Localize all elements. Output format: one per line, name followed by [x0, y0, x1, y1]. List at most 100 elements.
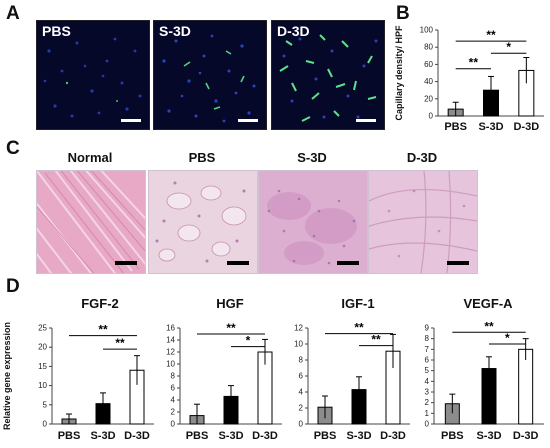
y-tick-label: 20: [424, 94, 433, 103]
y-tick-label: 80: [424, 43, 433, 52]
chart-title: VEGF-A: [463, 296, 513, 311]
y-tick-label: 4: [425, 377, 430, 386]
y-tick-label: 0: [425, 420, 430, 429]
panel-letter-c: C: [6, 138, 20, 159]
y-tick-label: 9: [425, 324, 430, 333]
significance-label: **: [486, 28, 496, 42]
x-tick-label: PBS: [314, 430, 337, 442]
x-tick-label: PBS: [441, 430, 464, 442]
y-tick-label: 5: [425, 366, 430, 375]
scale-bar: [337, 261, 359, 265]
panel-letter-a: A: [6, 3, 20, 24]
x-tick-label: PBS: [444, 121, 467, 133]
y-tick-label: 4: [171, 396, 176, 405]
y-tick-label: 15: [38, 362, 47, 371]
x-tick-label: S-3D: [90, 430, 115, 442]
image-label-s3d-histo: S-3D: [297, 150, 327, 165]
tissue-texture: [267, 189, 357, 265]
y-axis-label: Capillary density/ HPF: [394, 25, 404, 121]
y-tick-label: 12: [166, 348, 175, 357]
image-label-pbs-histo: PBS: [188, 150, 216, 165]
x-tick-label: D-3D: [380, 430, 406, 442]
significance-label: **: [98, 323, 108, 337]
scale-bar: [447, 261, 469, 265]
scale-bar: [121, 119, 141, 122]
image-label-d3d: D-3D: [277, 23, 310, 39]
y-tick-label: 6: [425, 356, 430, 365]
fluorescence-image-s3d: S-3D: [153, 20, 267, 130]
y-tick-label: 6: [299, 372, 304, 381]
y-tick-label: 10: [294, 340, 303, 349]
nuclei-texture: [162, 34, 256, 123]
y-tick-label: 8: [299, 356, 304, 365]
histology-image-d3d: [368, 170, 478, 274]
histology-image-normal: [36, 170, 146, 274]
y-tick-label: 10: [166, 360, 175, 369]
y-tick-label: 5: [43, 400, 48, 409]
nuclei-texture: [279, 34, 378, 122]
image-label-d3d-histo: D-3D: [406, 150, 438, 165]
significance-label: *: [246, 334, 251, 348]
significance-label: **: [115, 336, 125, 350]
x-tick-label: D-3D: [513, 121, 539, 133]
bar-d-3d: [518, 348, 534, 425]
y-tick-label: 4: [299, 388, 304, 397]
tissue-texture: [369, 171, 477, 273]
y-tick-label: 2: [299, 404, 304, 413]
fluorescence-image-d3d: D-3D: [271, 20, 385, 130]
y-tick-label: 6: [171, 384, 176, 393]
panel-letter-b: B: [396, 3, 410, 24]
y-tick-label: 12: [294, 324, 303, 333]
y-tick-label: 8: [425, 334, 430, 343]
scale-bar: [238, 119, 258, 122]
x-tick-label: PBS: [186, 430, 209, 442]
y-tick-label: 25: [38, 324, 47, 333]
y-tick-label: 0: [171, 420, 176, 429]
significance-label: **: [226, 321, 236, 335]
scale-bar: [356, 119, 376, 122]
significance-label: *: [506, 40, 511, 54]
panel-letter-d: D: [6, 276, 20, 297]
y-tick-label: 7: [425, 345, 430, 354]
y-tick-label: 1: [425, 409, 430, 418]
significance-label: *: [505, 331, 510, 345]
y-axis-label: Relative gene expression: [2, 322, 12, 430]
significance-label: **: [484, 319, 494, 333]
fluorescence-image-pbs: PBS: [36, 20, 150, 130]
y-tick-label: 3: [425, 388, 430, 397]
image-label-s3d: S-3D: [159, 23, 191, 39]
y-tick-label: 60: [424, 60, 433, 69]
y-tick-label: 20: [38, 343, 47, 352]
scale-bar: [115, 261, 137, 265]
x-tick-label: S-3D: [478, 121, 503, 133]
chart-igf1: IGF-1 0 2 4 6 8 10 12 PBS S-3D D-3D ** **: [294, 296, 410, 442]
x-tick-label: PBS: [58, 430, 81, 442]
x-tick-label: D-3D: [513, 430, 539, 442]
y-tick-label: 8: [171, 372, 176, 381]
chart-b: Capillary density/ HPF 0 20 40 60 80 100 PBS S-3…: [394, 25, 544, 133]
x-tick-label: S-3D: [346, 430, 371, 442]
y-tick-label: 0: [299, 420, 304, 429]
tissue-texture: [155, 181, 247, 263]
scale-bar: [227, 261, 249, 265]
muscle-fiber-texture: [37, 171, 145, 273]
y-tick-label: 16: [166, 324, 175, 333]
chart-fgf2: FGF-2 Relative gene expression 0 5 10 15 20 25 P…: [2, 296, 154, 442]
y-tick-label: 40: [424, 77, 433, 86]
y-tick-label: 100: [420, 26, 434, 35]
nuclei-texture: [43, 37, 142, 118]
y-tick-label: 14: [166, 336, 175, 345]
y-tick-label: 0: [43, 420, 48, 429]
y-tick-label: 2: [171, 408, 176, 417]
y-tick-label: 0: [429, 112, 434, 121]
image-label-normal: Normal: [67, 150, 113, 165]
x-tick-label: S-3D: [218, 430, 243, 442]
y-tick-label: 10: [38, 381, 47, 390]
chart-title: FGF-2: [81, 296, 119, 311]
x-tick-label: S-3D: [476, 430, 501, 442]
histology-image-pbs: [148, 170, 258, 274]
significance-label: **: [354, 321, 364, 335]
chart-title: HGF: [216, 296, 244, 311]
